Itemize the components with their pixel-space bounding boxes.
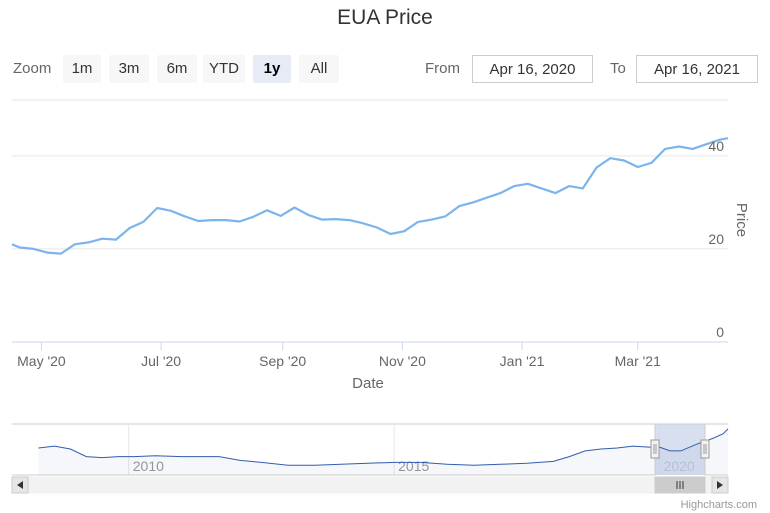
- scrollbar-track[interactable]: [11, 476, 729, 494]
- handle-grip-icon: [703, 444, 707, 454]
- navigator-tick-label: 2010: [133, 458, 164, 474]
- navigator-selection-mask[interactable]: [655, 424, 705, 475]
- scrollbar[interactable]: [11, 476, 729, 494]
- arrow-right-icon: [717, 481, 723, 489]
- to-date-input[interactable]: Apr 16, 2021: [636, 55, 758, 83]
- navigator-left-handle[interactable]: [650, 439, 660, 459]
- x-tick-label: Jul '20: [141, 353, 181, 369]
- main-series: [11, 137, 729, 255]
- chart-title: EUA Price: [337, 6, 433, 29]
- navigator-right-handle[interactable]: [700, 439, 710, 459]
- navigator-outline: [12, 423, 728, 476]
- x-axis-title: Date: [352, 375, 384, 392]
- credits[interactable]: Highcharts.com: [681, 499, 757, 511]
- zoom-6m-button[interactable]: 6m: [157, 55, 197, 83]
- zoom-all-button[interactable]: All: [299, 55, 339, 83]
- y-tick-label: 0: [716, 324, 724, 340]
- x-tick-label: Sep '20: [259, 353, 306, 369]
- main-y-ticks: 0 20 40: [708, 138, 724, 340]
- main-grid: [12, 99, 728, 343]
- zoom-ytd-button[interactable]: YTD: [203, 55, 245, 83]
- x-tick-label: May '20: [17, 353, 66, 369]
- navigator-series-area: [38, 428, 728, 475]
- to-label: To: [610, 60, 626, 77]
- zoom-label: Zoom: [13, 60, 52, 77]
- y-axis-title: Price: [733, 203, 750, 237]
- zoom-1y-button[interactable]: 1y: [253, 55, 291, 83]
- handle-grip-icon: [653, 444, 657, 454]
- from-label: From: [425, 60, 460, 77]
- price-series-line[interactable]: [11, 137, 729, 255]
- zoom-3m-button[interactable]: 3m: [109, 55, 149, 83]
- from-date-input[interactable]: Apr 16, 2020: [472, 55, 593, 83]
- navigator[interactable]: 201020152020: [12, 423, 729, 476]
- scrollbar-grip-icon: [676, 481, 684, 489]
- x-tick-label: Nov '20: [379, 353, 426, 369]
- main-x-ticks: May '20 Jul '20 Sep '20 Nov '20 Jan '21 Mar '…: [17, 342, 661, 369]
- x-tick-label: Jan '21: [500, 353, 545, 369]
- y-tick-label: 40: [708, 138, 724, 154]
- arrow-left-icon: [17, 481, 23, 489]
- y-tick-label: 20: [708, 231, 724, 247]
- zoom-1m-button[interactable]: 1m: [63, 55, 101, 83]
- x-tick-label: Mar '21: [615, 353, 661, 369]
- navigator-background: [12, 424, 728, 475]
